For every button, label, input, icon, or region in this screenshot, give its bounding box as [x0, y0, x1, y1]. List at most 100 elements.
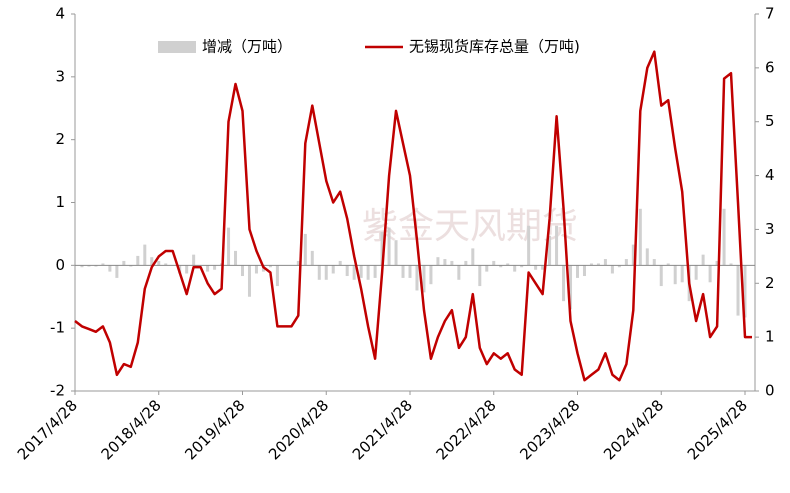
bar — [87, 265, 91, 267]
bar — [129, 265, 133, 267]
bar — [589, 263, 593, 266]
bar — [408, 265, 412, 278]
bar — [303, 233, 307, 266]
bar — [485, 265, 489, 272]
bar — [450, 260, 454, 266]
bar — [582, 265, 586, 277]
x-tick-label: 2022/4/28 — [433, 396, 500, 463]
y2-tick-label: 1 — [765, 328, 775, 346]
bar — [247, 265, 251, 297]
y2-tick-label: 2 — [765, 274, 775, 292]
bar — [206, 265, 210, 272]
bar — [227, 227, 231, 266]
bar — [359, 265, 363, 278]
bar — [136, 255, 140, 266]
bar — [673, 265, 677, 285]
bar — [659, 265, 663, 287]
bar — [457, 265, 461, 280]
bar — [701, 254, 705, 266]
bar — [729, 263, 733, 266]
y2-tick-label: 4 — [765, 166, 775, 184]
line — [74, 50, 752, 382]
bar — [268, 265, 272, 268]
watermark: 紫金天风期货 — [362, 206, 578, 247]
y-tick-label: 2 — [55, 130, 65, 148]
x-tick-label: 2019/4/28 — [181, 396, 248, 463]
bar — [310, 250, 314, 266]
bar — [157, 260, 161, 266]
bar — [122, 260, 126, 266]
bar — [366, 265, 370, 280]
bar — [631, 244, 635, 266]
bar — [338, 260, 342, 266]
bar — [610, 265, 614, 274]
bar — [429, 265, 433, 285]
bar — [387, 227, 391, 266]
y2-tick-label: 0 — [765, 382, 775, 400]
bar — [185, 265, 189, 274]
bar — [443, 259, 447, 266]
bar — [541, 265, 545, 270]
bar — [555, 225, 559, 266]
bar — [401, 265, 405, 278]
bar — [708, 265, 712, 283]
bar — [345, 265, 349, 277]
bar — [478, 265, 482, 287]
bar — [380, 232, 384, 266]
y-tick-label: 0 — [55, 256, 65, 274]
bar — [394, 240, 398, 266]
legend-label: 无锡现货库存总量（万吨) — [409, 38, 580, 56]
y-tick-label: 4 — [55, 5, 65, 23]
bar — [115, 265, 119, 278]
bar — [234, 250, 238, 266]
bar — [296, 260, 300, 266]
bar — [422, 265, 426, 293]
bar — [352, 265, 356, 280]
x-tick-label: 2021/4/28 — [349, 396, 416, 463]
bar — [506, 263, 510, 266]
bar — [80, 265, 84, 268]
legend-label: 增减（万吨） — [202, 38, 292, 56]
y-tick-label: -1 — [50, 319, 65, 337]
bar — [108, 265, 112, 272]
bar — [576, 265, 579, 278]
bar — [275, 265, 279, 287]
y2-tick-label: 6 — [765, 58, 775, 76]
y-tick-label: -2 — [50, 382, 65, 400]
bar — [164, 263, 168, 266]
bar — [722, 208, 726, 266]
x-tick-label: 2025/4/28 — [684, 396, 751, 463]
bar — [331, 265, 335, 274]
bar — [415, 265, 419, 291]
bar — [624, 259, 628, 266]
bar — [101, 263, 105, 266]
y2-tick-label: 3 — [765, 220, 775, 238]
bar — [652, 259, 656, 266]
x-tick-label: 2024/4/28 — [600, 396, 667, 463]
bar — [638, 208, 642, 266]
bar — [520, 265, 524, 268]
bar — [241, 265, 244, 277]
bar — [254, 265, 258, 274]
bar — [617, 265, 621, 268]
bar — [192, 254, 196, 266]
bar — [513, 265, 517, 272]
bar — [645, 248, 649, 266]
bar — [736, 265, 740, 316]
y-tick-label: 3 — [55, 67, 65, 85]
bar — [666, 263, 670, 266]
bar — [527, 225, 531, 266]
y-tick-label: 1 — [55, 193, 65, 211]
y2-tick-label: 5 — [765, 112, 775, 130]
bar — [492, 260, 496, 266]
bar — [743, 265, 747, 318]
bar — [694, 265, 698, 280]
bar — [562, 265, 566, 302]
bar — [436, 257, 440, 266]
bar — [596, 263, 600, 266]
bar — [548, 235, 552, 266]
bar — [715, 260, 719, 266]
bar — [499, 265, 503, 268]
bar — [603, 259, 607, 266]
bar — [213, 265, 217, 270]
